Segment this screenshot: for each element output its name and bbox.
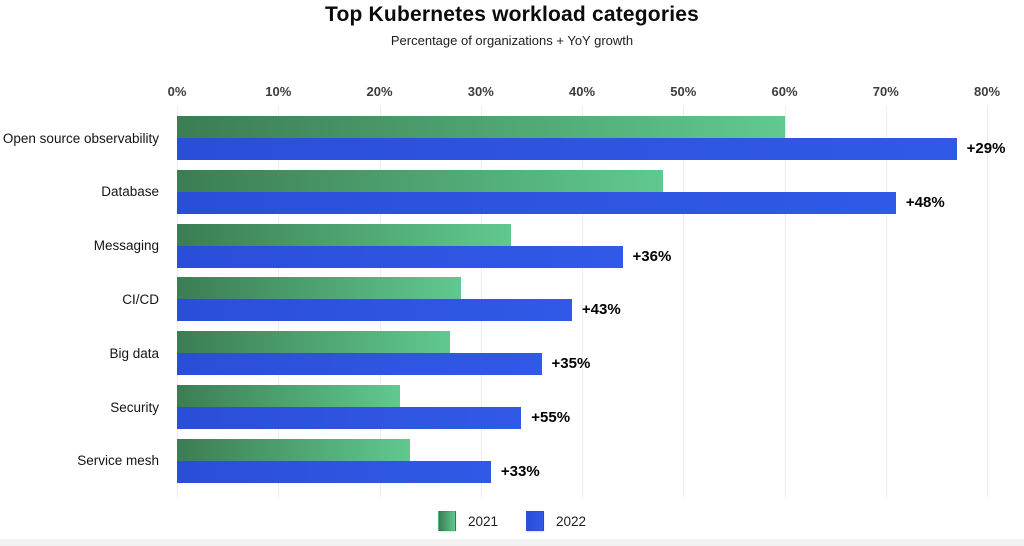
legend-label-2022: 2022 xyxy=(556,513,587,529)
bar-2021 xyxy=(177,385,400,407)
growth-label: +55% xyxy=(531,409,571,426)
chart-title: Top Kubernetes workload categories xyxy=(325,3,699,26)
growth-label: +48% xyxy=(905,193,945,211)
legend-item-2021: 2021 xyxy=(437,511,498,531)
legend-item-2022: 2022 xyxy=(526,511,586,531)
bar-2022 xyxy=(177,299,572,322)
legend-swatch-2022 xyxy=(526,511,544,531)
category-label: Database xyxy=(101,184,159,200)
x-axis-tick-label: 50% xyxy=(670,84,697,99)
x-axis-tick-label: 40% xyxy=(568,84,596,99)
bar-2021 xyxy=(177,116,785,138)
x-axis-tick-label: 0% xyxy=(167,84,187,99)
growth-label: +33% xyxy=(500,462,540,480)
gridline xyxy=(885,106,887,497)
category-label: Service mesh xyxy=(77,453,159,469)
x-axis-tick-label: 20% xyxy=(366,84,393,99)
x-axis-tick-label: 60% xyxy=(771,84,798,99)
legend-label-2021: 2021 xyxy=(467,513,498,529)
legend-swatch-2021 xyxy=(437,511,456,531)
category-label: Security xyxy=(110,399,159,415)
gridline xyxy=(582,106,583,497)
gridline xyxy=(683,106,685,497)
gridline xyxy=(784,106,786,497)
category-label: Open source observability xyxy=(2,130,159,146)
bar-2021 xyxy=(177,223,512,246)
bar-2022 xyxy=(177,353,542,376)
chart-subtitle: Percentage of organizations + YoY growth xyxy=(390,33,634,48)
bottom-edge-strip xyxy=(0,539,1024,546)
bar-2021 xyxy=(177,438,410,461)
bar-2021 xyxy=(177,169,663,192)
category-label: CI/CD xyxy=(122,291,159,307)
x-axis-tick-label: 10% xyxy=(265,84,292,99)
x-axis-tick-label: 70% xyxy=(872,84,899,99)
bar-2022 xyxy=(177,460,491,483)
bar-2021 xyxy=(177,331,451,354)
category-label: Big data xyxy=(109,345,159,361)
bar-2021 xyxy=(177,277,461,300)
x-axis-tick-label: 30% xyxy=(467,84,494,99)
growth-label: +43% xyxy=(581,301,621,319)
category-label: Messaging xyxy=(93,238,159,254)
legend: 2021 2022 xyxy=(0,508,1024,534)
x-axis-tick-label: 80% xyxy=(973,84,1001,99)
growth-label: +29% xyxy=(966,140,1006,157)
bar-2022 xyxy=(177,191,896,214)
gridline xyxy=(987,106,988,497)
bar-2022 xyxy=(177,245,623,268)
bar-2022 xyxy=(177,407,522,429)
growth-label: +35% xyxy=(551,355,591,373)
growth-label: +36% xyxy=(632,247,672,265)
bar-2022 xyxy=(177,138,957,160)
